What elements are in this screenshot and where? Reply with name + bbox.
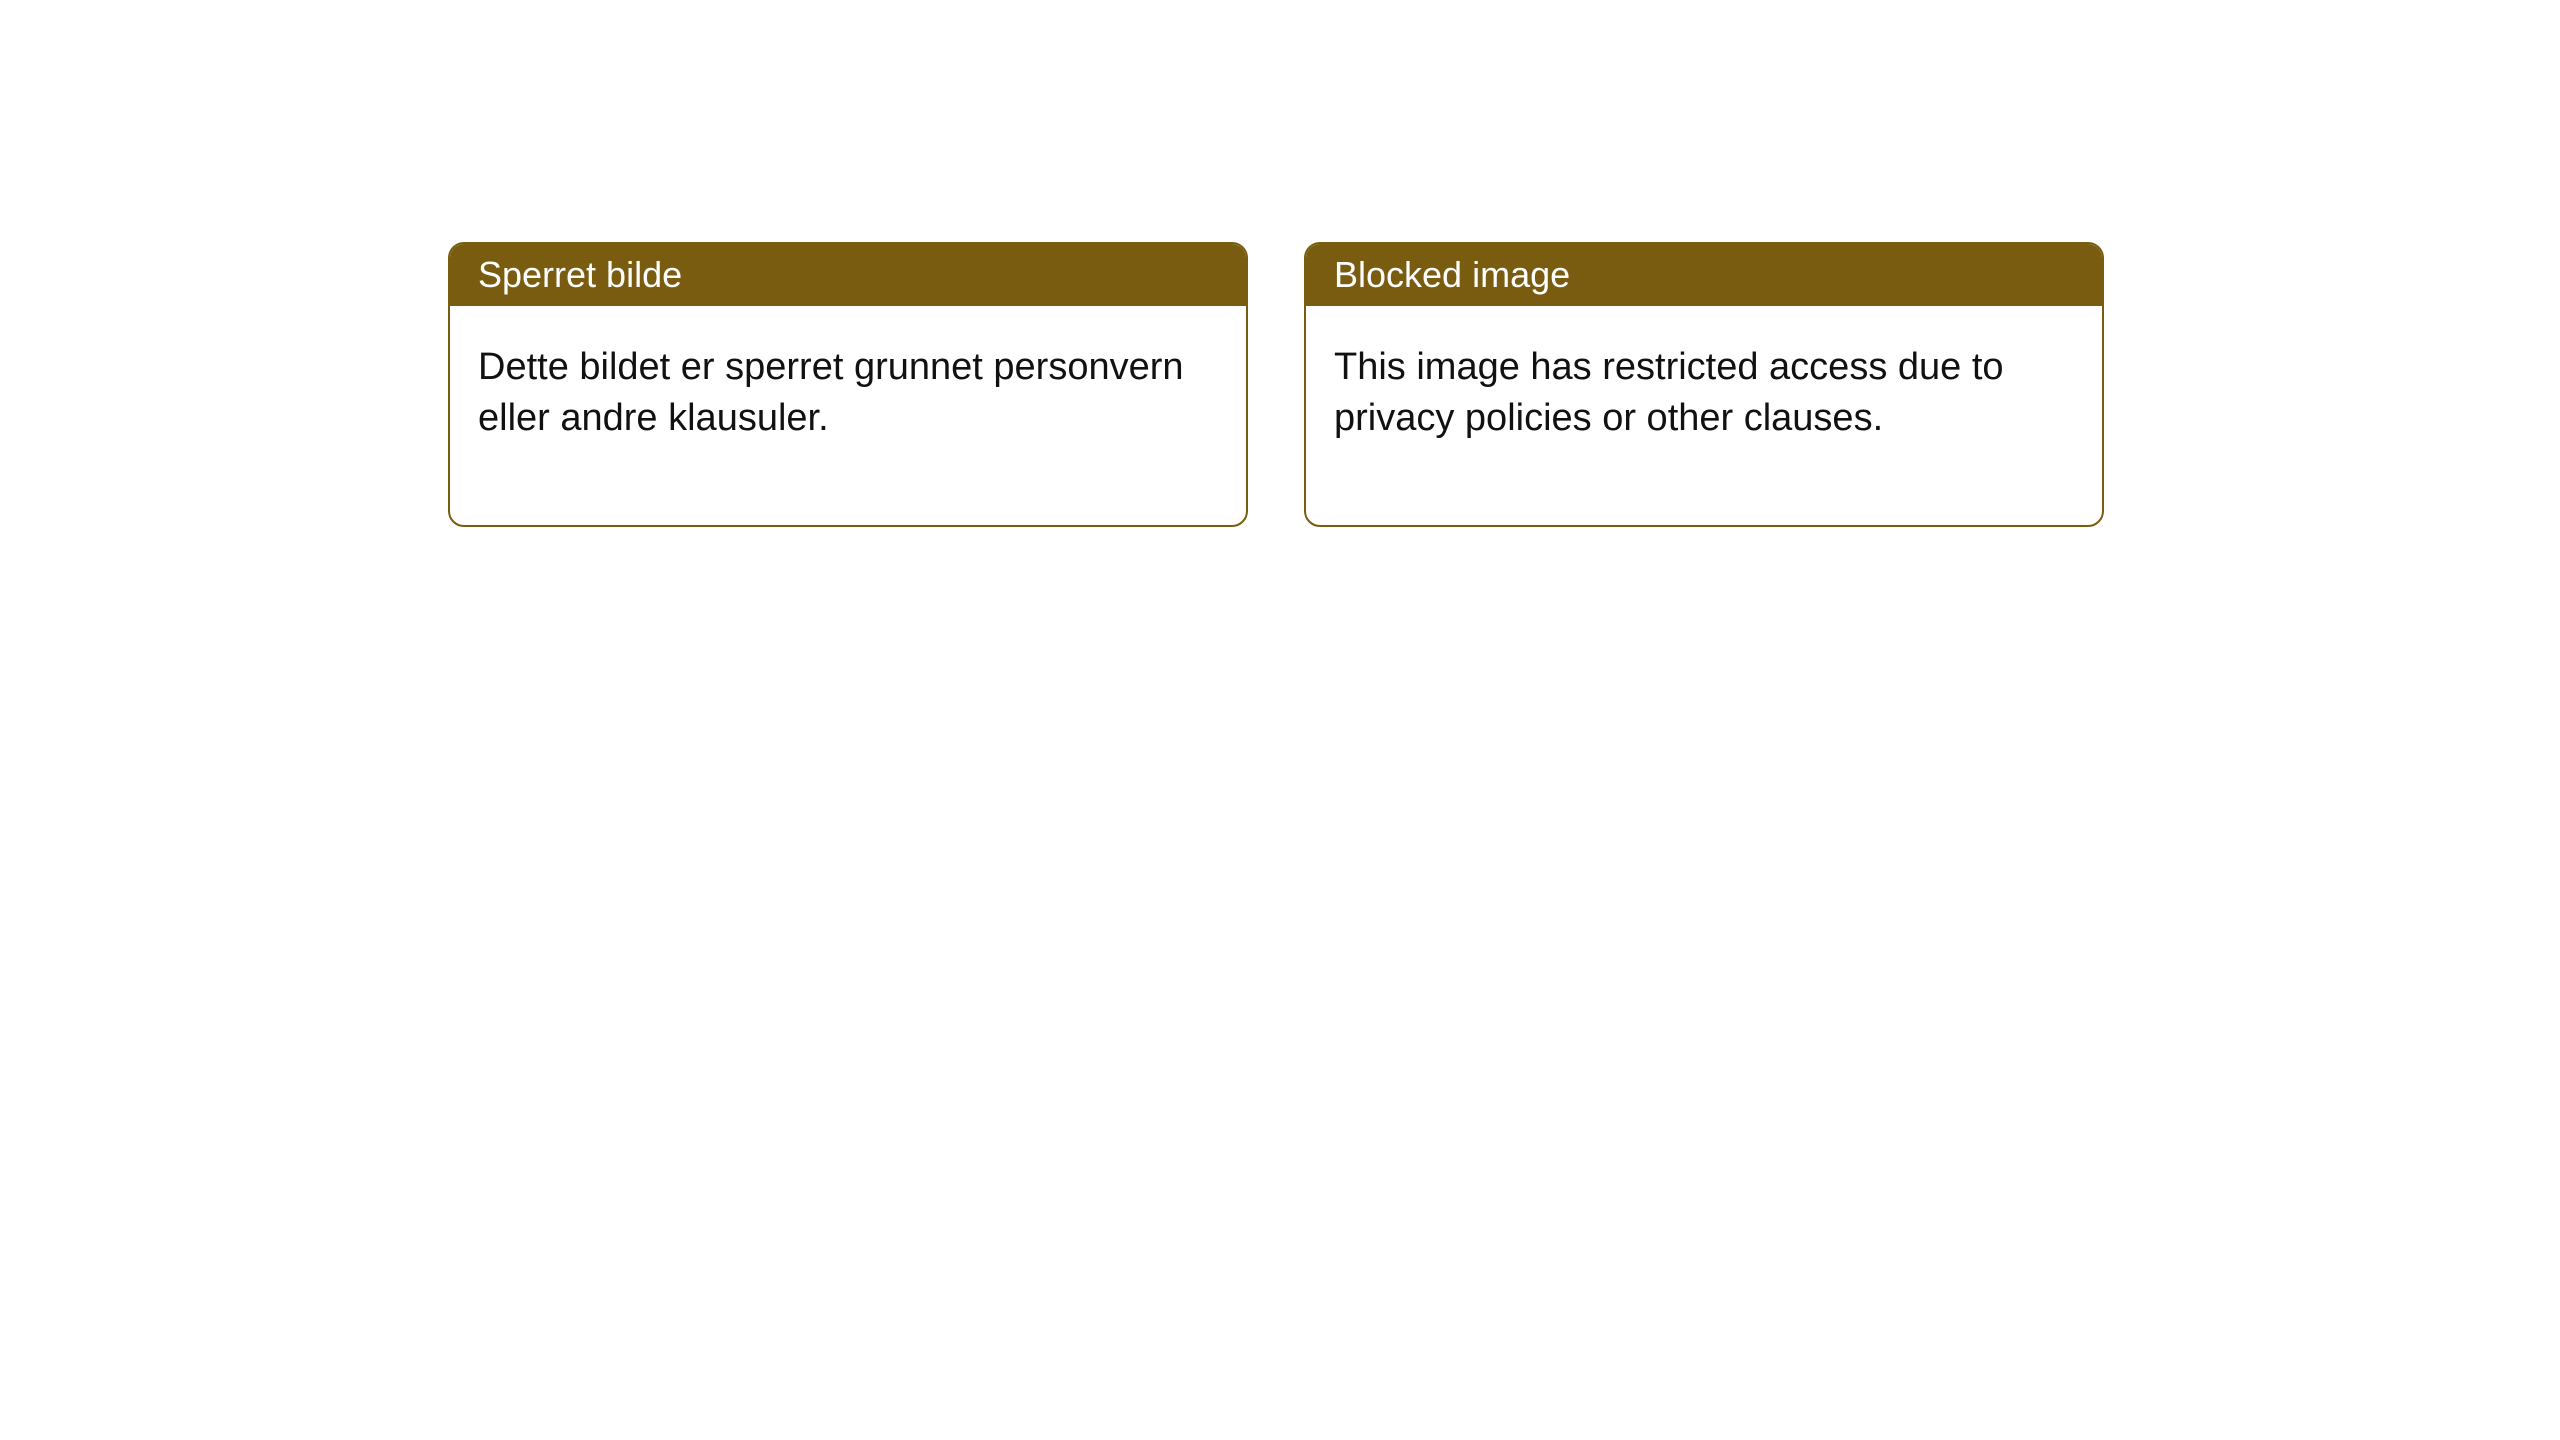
notice-card-english: Blocked image This image has restricted …: [1304, 242, 2104, 527]
notice-body-english: This image has restricted access due to …: [1306, 306, 2102, 525]
notice-title-norwegian: Sperret bilde: [450, 244, 1246, 306]
notice-card-norwegian: Sperret bilde Dette bildet er sperret gr…: [448, 242, 1248, 527]
notice-title-english: Blocked image: [1306, 244, 2102, 306]
notice-container: Sperret bilde Dette bildet er sperret gr…: [448, 242, 2104, 527]
notice-body-norwegian: Dette bildet er sperret grunnet personve…: [450, 306, 1246, 525]
